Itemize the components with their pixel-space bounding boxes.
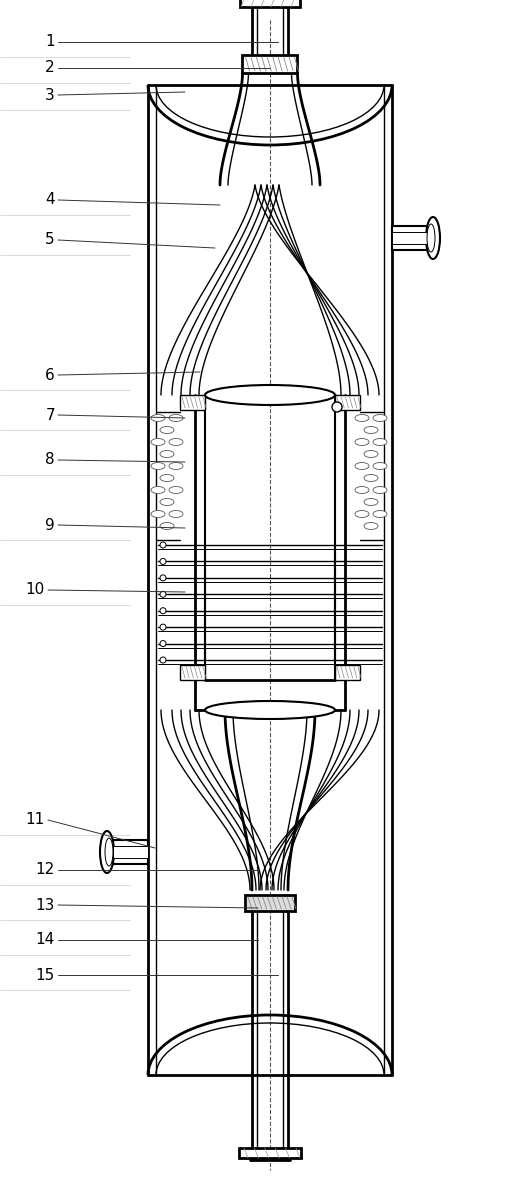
Ellipse shape bbox=[205, 385, 334, 404]
Bar bbox=[239, 1148, 300, 1158]
Ellipse shape bbox=[363, 426, 377, 433]
Bar bbox=[180, 395, 205, 410]
Text: 8: 8 bbox=[45, 452, 55, 468]
Ellipse shape bbox=[160, 450, 174, 457]
Ellipse shape bbox=[205, 701, 334, 719]
Bar bbox=[244, 895, 294, 911]
Ellipse shape bbox=[151, 510, 165, 517]
Ellipse shape bbox=[363, 498, 377, 505]
Ellipse shape bbox=[363, 450, 377, 457]
Ellipse shape bbox=[151, 438, 165, 445]
Ellipse shape bbox=[426, 224, 434, 252]
Ellipse shape bbox=[151, 486, 165, 493]
Circle shape bbox=[160, 592, 165, 598]
Ellipse shape bbox=[168, 486, 183, 493]
Circle shape bbox=[160, 641, 165, 647]
Circle shape bbox=[160, 558, 165, 564]
Ellipse shape bbox=[354, 438, 369, 445]
Ellipse shape bbox=[151, 414, 165, 421]
Ellipse shape bbox=[372, 486, 386, 493]
Text: 5: 5 bbox=[45, 233, 55, 247]
Bar bbox=[391, 232, 426, 244]
Text: 7: 7 bbox=[45, 408, 55, 422]
Ellipse shape bbox=[372, 510, 386, 517]
Ellipse shape bbox=[354, 510, 369, 517]
Text: 11: 11 bbox=[25, 812, 45, 828]
Circle shape bbox=[160, 575, 165, 581]
Ellipse shape bbox=[168, 462, 183, 469]
Text: 14: 14 bbox=[36, 932, 55, 948]
Text: 6: 6 bbox=[45, 367, 55, 383]
Ellipse shape bbox=[372, 414, 386, 421]
Ellipse shape bbox=[354, 414, 369, 421]
Circle shape bbox=[160, 542, 165, 548]
Ellipse shape bbox=[372, 462, 386, 469]
Text: 1: 1 bbox=[45, 35, 55, 49]
Ellipse shape bbox=[168, 438, 183, 445]
Ellipse shape bbox=[354, 486, 369, 493]
Ellipse shape bbox=[354, 462, 369, 469]
Ellipse shape bbox=[151, 462, 165, 469]
Text: 13: 13 bbox=[36, 898, 55, 912]
Circle shape bbox=[331, 402, 342, 412]
Ellipse shape bbox=[168, 510, 183, 517]
Circle shape bbox=[160, 624, 165, 630]
Text: 3: 3 bbox=[45, 88, 55, 102]
Bar bbox=[334, 395, 359, 410]
Bar bbox=[113, 840, 148, 864]
Bar bbox=[113, 846, 148, 858]
Ellipse shape bbox=[168, 414, 183, 421]
Ellipse shape bbox=[100, 830, 114, 874]
Ellipse shape bbox=[160, 498, 174, 505]
Circle shape bbox=[160, 607, 165, 613]
Ellipse shape bbox=[363, 522, 377, 529]
Ellipse shape bbox=[425, 217, 439, 259]
Ellipse shape bbox=[372, 438, 386, 445]
Text: 10: 10 bbox=[25, 582, 45, 598]
Bar bbox=[242, 55, 297, 73]
Text: 15: 15 bbox=[36, 967, 55, 983]
Text: 9: 9 bbox=[45, 517, 55, 533]
Text: 2: 2 bbox=[45, 60, 55, 76]
Text: 12: 12 bbox=[36, 863, 55, 877]
Bar bbox=[240, 0, 299, 7]
Ellipse shape bbox=[363, 474, 377, 481]
Bar bbox=[391, 226, 426, 250]
Ellipse shape bbox=[160, 474, 174, 481]
Ellipse shape bbox=[105, 838, 113, 866]
Text: 4: 4 bbox=[45, 192, 55, 208]
Ellipse shape bbox=[160, 426, 174, 433]
Bar bbox=[180, 665, 205, 680]
Bar bbox=[334, 665, 359, 680]
Ellipse shape bbox=[160, 522, 174, 529]
Circle shape bbox=[160, 658, 165, 662]
